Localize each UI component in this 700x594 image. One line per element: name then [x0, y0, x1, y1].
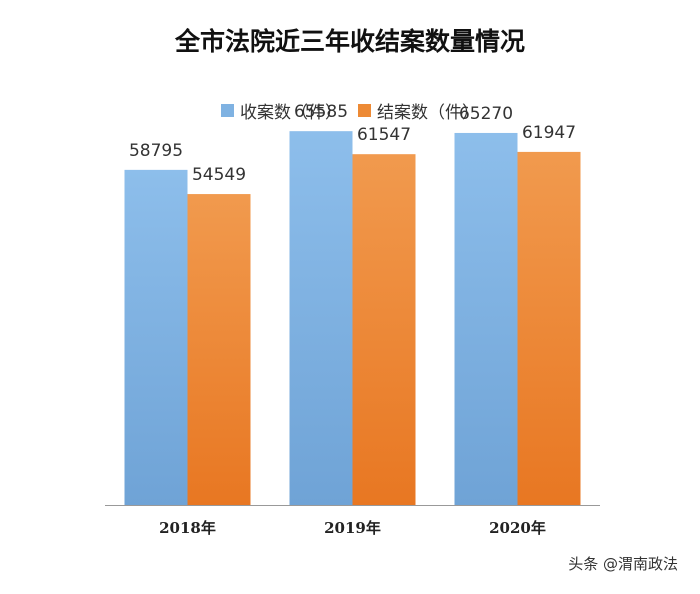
bar-closed-0 — [187, 194, 251, 506]
chart-title: 全市法院近三年收结案数量情况 — [174, 27, 525, 56]
data-label-closed-2: 61947 — [522, 123, 576, 143]
data-label-received-2: 65270 — [459, 104, 513, 124]
x-tick-label-2: 2020年 — [489, 519, 546, 537]
legend-swatch-closed — [358, 104, 371, 117]
data-label-received-1: 65585 — [294, 102, 348, 122]
x-tick-label-1: 2019年 — [324, 519, 381, 537]
bar-received-2 — [454, 132, 518, 505]
bar-received-0 — [124, 169, 188, 505]
legend-label-closed: 结案数（件） — [377, 103, 479, 123]
legend-item-received: 收案数（件） — [221, 98, 342, 123]
legend-label-received: 收案数（件） — [240, 103, 342, 123]
data-label-received-0: 58795 — [129, 141, 183, 161]
legend-item-closed: 结案数（件） — [358, 98, 479, 123]
legend-swatch-received — [221, 104, 234, 117]
bar-closed-2 — [517, 151, 581, 505]
legend: 收案数（件） 结案数（件） — [0, 98, 700, 123]
bar-closed-1 — [352, 154, 416, 505]
x-tick-label-0: 2018年 — [159, 519, 216, 537]
data-label-closed-0: 54549 — [192, 165, 246, 185]
watermark: 头条 @渭南政法 — [568, 555, 678, 573]
bar-received-1 — [289, 131, 353, 505]
data-label-closed-1: 61547 — [357, 125, 411, 145]
